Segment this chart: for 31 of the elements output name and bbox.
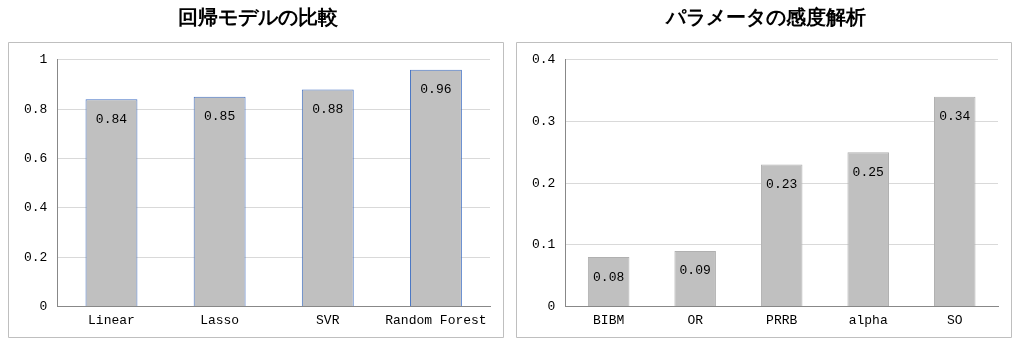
data-label: 0.08: [593, 269, 625, 285]
data-label: 0.09: [679, 263, 711, 279]
x-tick-label: SVR: [316, 312, 340, 328]
data-label: 0.88: [312, 101, 344, 117]
data-label: 0.34: [939, 109, 971, 125]
data-label: 0.25: [852, 164, 884, 180]
y-tick-label: 0.2: [532, 175, 556, 191]
data-label: 0.23: [766, 177, 798, 193]
y-tick-label: 0.4: [532, 52, 556, 68]
y-tick-label: 0.8: [24, 101, 48, 117]
y-tick-label: 0.1: [532, 237, 556, 253]
y-tick-label: 0: [39, 298, 48, 314]
chart-title: パラメータの感度解析: [664, 4, 867, 31]
x-tick-label: PRRB: [766, 312, 798, 328]
x-tick-label: OR: [687, 312, 704, 328]
x-tick-label: Linear: [88, 312, 135, 328]
x-tick-label: Random Forest: [385, 312, 487, 328]
x-tick-label: Lasso: [200, 312, 240, 328]
x-tick-label: alpha: [848, 312, 888, 328]
x-tick-label: SO: [946, 312, 963, 328]
y-tick-label: 0.4: [24, 200, 48, 216]
data-label: 0.84: [95, 111, 128, 127]
data-label: 0.96: [420, 82, 452, 98]
y-tick-label: 1: [39, 52, 48, 68]
chart-title: 回帰モデルの比較: [177, 4, 339, 31]
data-label: 0.85: [204, 109, 236, 125]
y-tick-label: 0.6: [24, 150, 48, 166]
x-tick-label: BIBM: [593, 312, 625, 328]
y-tick-label: 0.2: [24, 249, 48, 265]
y-tick-label: 0.3: [532, 113, 556, 129]
y-tick-label: 0: [547, 298, 556, 314]
